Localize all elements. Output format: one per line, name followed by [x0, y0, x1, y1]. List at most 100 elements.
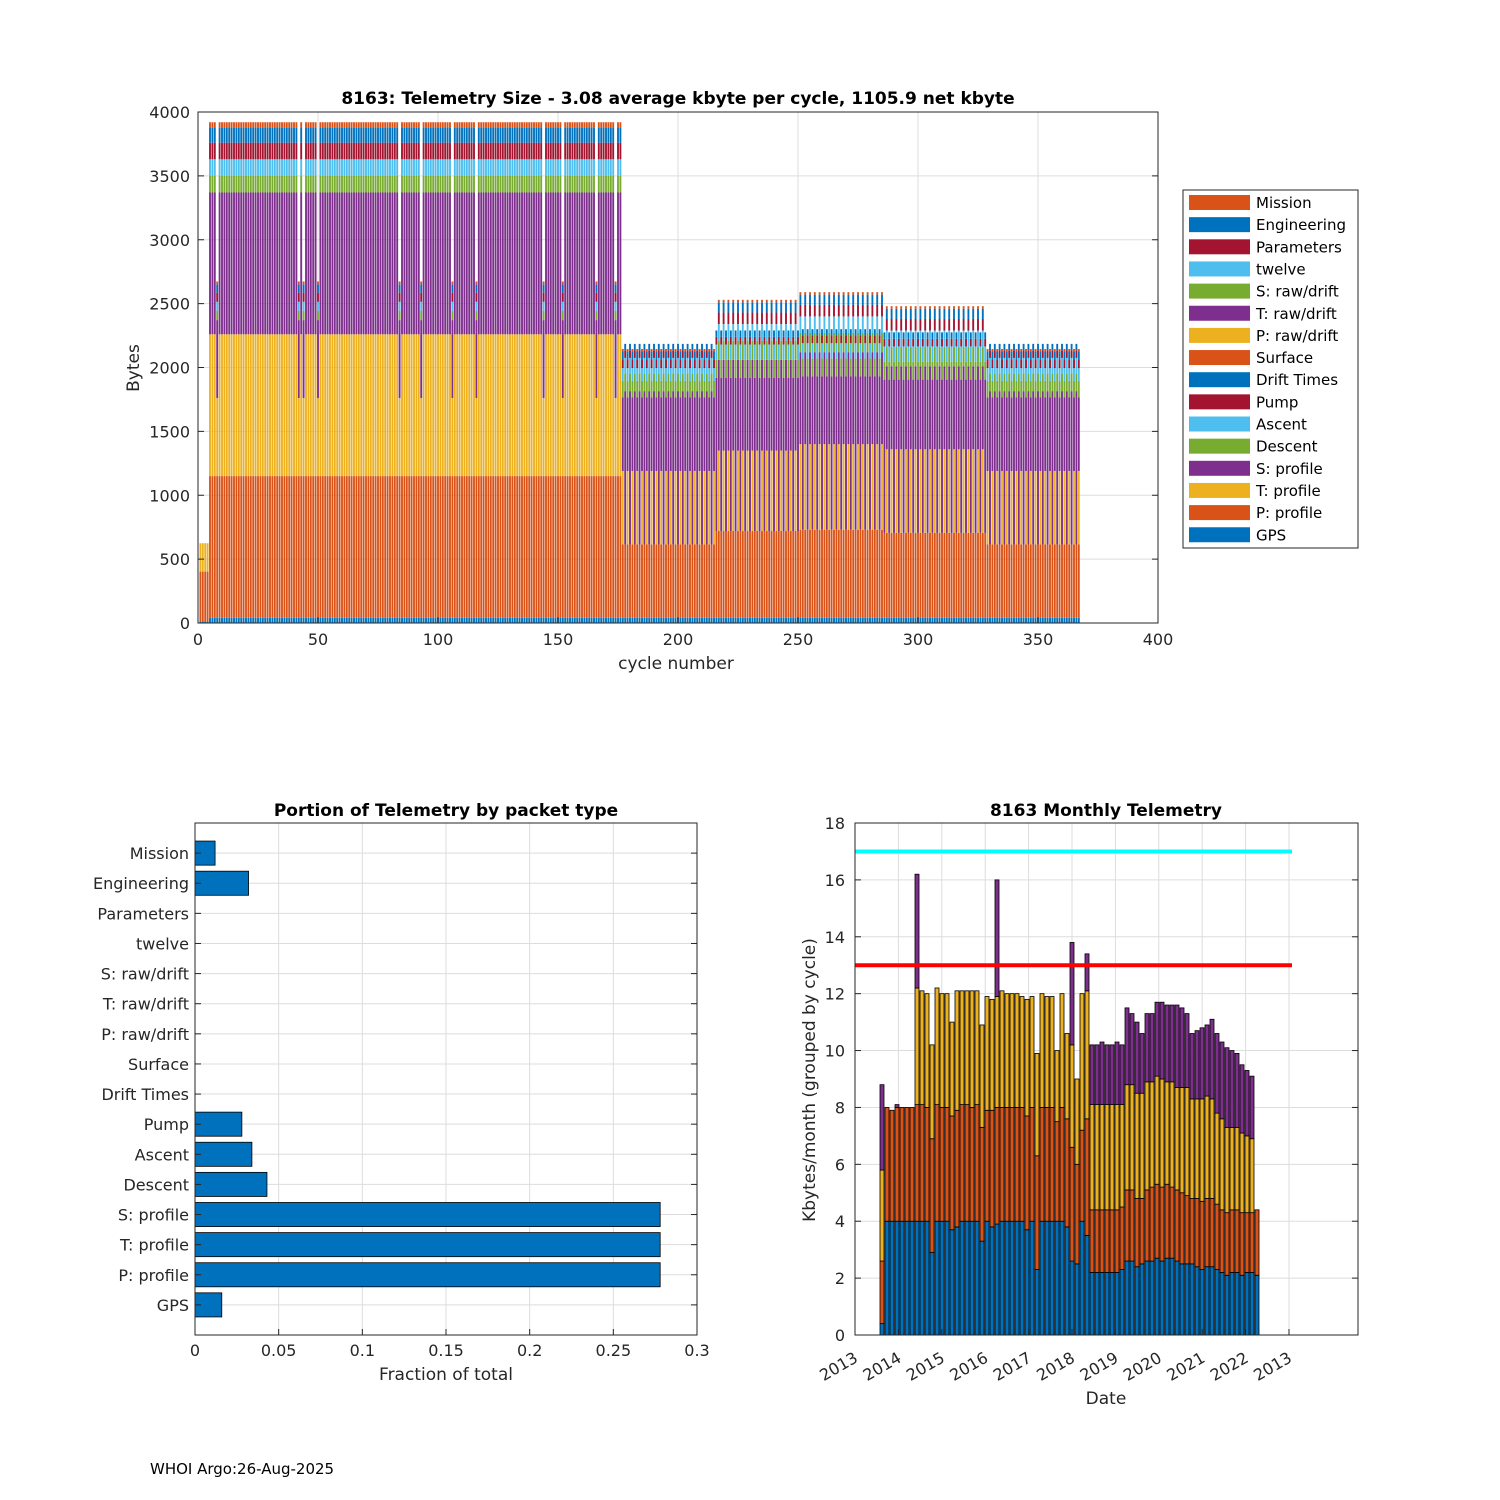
- bar-segment: [837, 529, 840, 618]
- cycle-bar: [907, 332, 910, 623]
- bar-segment: [794, 359, 797, 451]
- cycle-bar: [566, 122, 569, 623]
- bar-segment: [691, 391, 694, 545]
- bar-segment: [1065, 357, 1068, 374]
- bar-segment: [537, 122, 540, 128]
- bar-segment: [713, 368, 715, 381]
- bar-segment: [360, 159, 363, 176]
- bar-segment: [353, 617, 355, 623]
- month-segment: [939, 1220, 945, 1336]
- bar-segment: [804, 316, 807, 334]
- bar-segment: [432, 142, 435, 160]
- bar-segment: [381, 617, 384, 623]
- bar-segment: [259, 476, 262, 618]
- bar-segment: [225, 142, 228, 160]
- cycle-bar: [737, 299, 739, 623]
- bar-segment: [273, 192, 276, 335]
- month-segment: [1094, 1209, 1100, 1273]
- month-segment: [1039, 1220, 1045, 1336]
- bar-segment: [864, 335, 867, 344]
- bar-segment: [629, 544, 631, 618]
- bar-segment: [977, 318, 979, 331]
- cycle-bar: [653, 343, 655, 623]
- bar-segment: [482, 122, 485, 128]
- month-segment: [1099, 1104, 1105, 1211]
- bar-segment: [629, 373, 631, 392]
- bar-segment: [271, 175, 274, 193]
- bar-segment: [547, 127, 550, 143]
- bar-segment: [600, 175, 603, 193]
- bar-segment: [396, 122, 399, 128]
- bar-segment: [583, 175, 586, 193]
- bar-segment: [818, 444, 821, 530]
- bar-segment: [403, 617, 406, 623]
- bar-segment: [1022, 391, 1025, 545]
- bar-segment: [840, 343, 843, 359]
- bar-segment: [914, 532, 917, 618]
- cycle-bar: [852, 292, 855, 623]
- br-ylabel: Kbytes/month (grouped by cycle): [800, 938, 820, 1222]
- bar-segment: [1001, 348, 1003, 352]
- bar-segment: [458, 476, 461, 618]
- month-segment: [994, 879, 1000, 997]
- bar-segment: [259, 334, 262, 477]
- bar-segment: [905, 306, 907, 309]
- bar-segment: [957, 366, 960, 450]
- bar-segment: [305, 617, 307, 623]
- bar-segment: [1003, 617, 1006, 623]
- bar-segment: [281, 192, 283, 335]
- bar-segment: [468, 122, 471, 128]
- bar-segment: [329, 334, 331, 477]
- month-segment: [964, 1104, 970, 1222]
- cycle-bar: [763, 330, 766, 623]
- bar-segment: [276, 617, 279, 623]
- bar-segment: [960, 532, 963, 618]
- bar-segment: [497, 175, 499, 193]
- bar-segment: [972, 330, 975, 348]
- cycle-bar: [789, 299, 792, 623]
- month-segment: [894, 1220, 900, 1336]
- bar-segment: [799, 617, 802, 623]
- bar-segment: [727, 302, 730, 313]
- bar-segment: [857, 444, 859, 530]
- cycle-bar: [463, 122, 466, 623]
- bar-segment: [677, 343, 679, 351]
- bar-segment: [823, 352, 826, 445]
- month-bar: [1159, 1001, 1165, 1336]
- bar-segment: [629, 391, 631, 545]
- bar-segment: [737, 299, 739, 303]
- month-segment: [974, 990, 980, 1105]
- cycle-bar: [917, 332, 919, 623]
- bar-segment: [449, 476, 451, 618]
- bar-segment: [314, 127, 317, 143]
- month-segment: [1149, 1081, 1155, 1188]
- bar-segment: [869, 335, 871, 344]
- bar-segment: [549, 127, 552, 143]
- month-segment: [1094, 1272, 1100, 1336]
- br-ytick-label: 10: [825, 1042, 845, 1061]
- bar-segment: [989, 544, 991, 618]
- bar-segment: [991, 351, 994, 360]
- bar-segment: [331, 127, 334, 143]
- legend-label: Ascent: [1256, 416, 1307, 434]
- month-bar: [1034, 1053, 1040, 1336]
- bar-segment: [1017, 343, 1020, 351]
- bar-segment: [245, 617, 247, 623]
- bar-segment: [237, 334, 240, 477]
- cycle-bar: [785, 299, 787, 623]
- bar-segment: [552, 192, 555, 335]
- bar-segment: [343, 122, 346, 128]
- bar-segment: [470, 142, 473, 160]
- bar-segment: [492, 142, 495, 160]
- bar-segment: [1053, 544, 1056, 618]
- bar-segment: [511, 159, 514, 176]
- bar-segment: [1077, 348, 1080, 352]
- bar-segment: [333, 334, 336, 477]
- bar-segment: [386, 476, 389, 618]
- bar-segment: [679, 544, 682, 618]
- bar-segment: [324, 122, 327, 128]
- bar-segment: [823, 292, 826, 295]
- bar-segment: [715, 330, 718, 337]
- bar-segment: [686, 617, 689, 623]
- bar-segment: [624, 357, 627, 374]
